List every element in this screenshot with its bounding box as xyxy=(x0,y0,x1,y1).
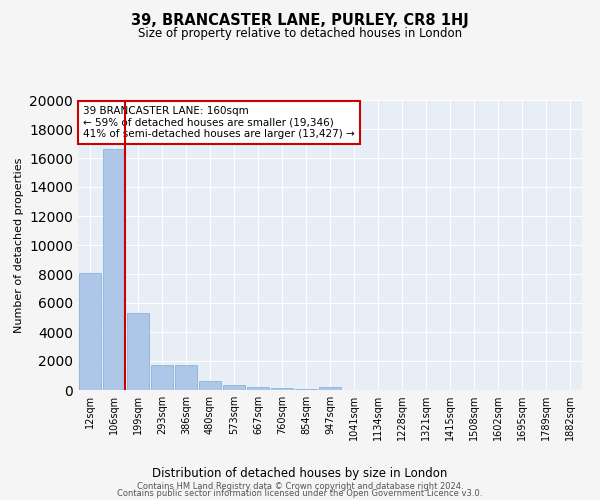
Bar xyxy=(319,387,341,390)
Bar xyxy=(271,388,293,390)
Text: 39 BRANCASTER LANE: 160sqm
← 59% of detached houses are smaller (19,346)
41% of : 39 BRANCASTER LANE: 160sqm ← 59% of deta… xyxy=(83,106,355,139)
Bar xyxy=(175,364,197,390)
Bar xyxy=(199,381,221,390)
Bar xyxy=(151,364,173,390)
Bar xyxy=(127,313,149,390)
Bar xyxy=(223,385,245,390)
Y-axis label: Number of detached properties: Number of detached properties xyxy=(14,158,23,332)
Text: Size of property relative to detached houses in London: Size of property relative to detached ho… xyxy=(138,28,462,40)
Bar xyxy=(103,150,125,390)
Text: Distribution of detached houses by size in London: Distribution of detached houses by size … xyxy=(152,467,448,480)
Bar xyxy=(295,388,317,390)
Bar xyxy=(79,272,101,390)
Text: Contains public sector information licensed under the Open Government Licence v3: Contains public sector information licen… xyxy=(118,490,482,498)
Bar xyxy=(247,387,269,390)
Text: 39, BRANCASTER LANE, PURLEY, CR8 1HJ: 39, BRANCASTER LANE, PURLEY, CR8 1HJ xyxy=(131,12,469,28)
Text: Contains HM Land Registry data © Crown copyright and database right 2024.: Contains HM Land Registry data © Crown c… xyxy=(137,482,463,491)
